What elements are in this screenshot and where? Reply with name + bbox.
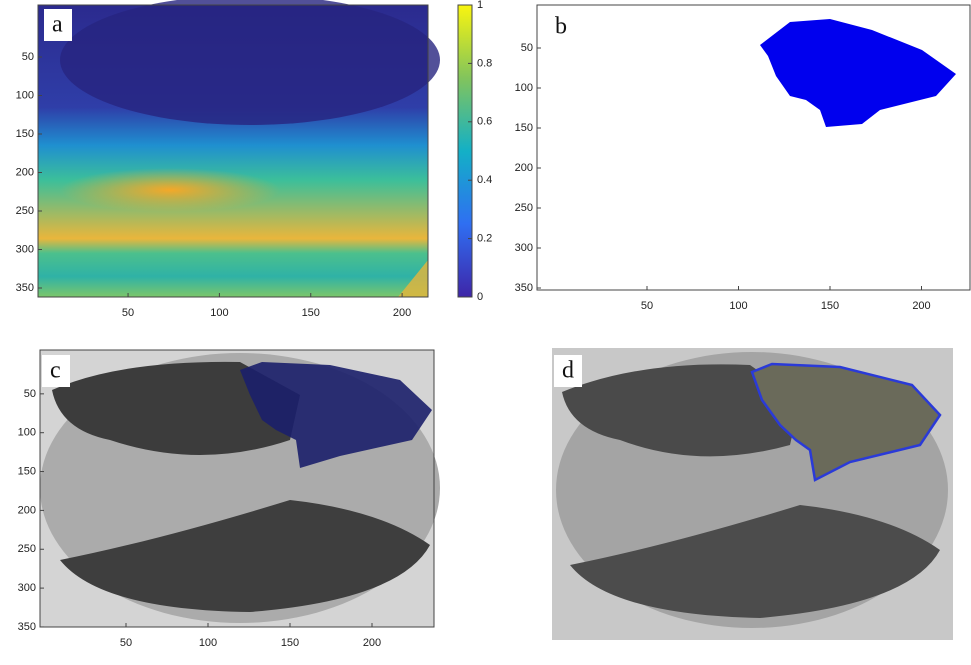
ct-lung bbox=[52, 361, 300, 455]
y-tick-label: 100 bbox=[515, 82, 533, 94]
x-tick-label: 100 bbox=[199, 637, 217, 649]
y-tick-label: 100 bbox=[16, 89, 34, 101]
x-tick-label: 50 bbox=[122, 307, 134, 319]
y-tick-label: 250 bbox=[16, 205, 34, 217]
panel-b bbox=[536, 4, 971, 291]
colorbar bbox=[457, 4, 473, 298]
ct-lung bbox=[570, 505, 940, 618]
y-tick-label: 300 bbox=[515, 242, 533, 254]
x-tick-label: 150 bbox=[302, 307, 320, 319]
y-tick-label: 50 bbox=[22, 51, 34, 63]
y-tick-label: 150 bbox=[16, 128, 34, 140]
y-tick-label: 250 bbox=[18, 543, 36, 555]
panel-d bbox=[552, 348, 953, 640]
y-tick-label: 300 bbox=[16, 243, 34, 255]
y-tick-label: 350 bbox=[18, 621, 36, 633]
colorbar-tick-label: 0 bbox=[477, 291, 483, 303]
panel-label-bg bbox=[44, 9, 72, 41]
axes-frame bbox=[37, 4, 429, 298]
y-tick-label: 150 bbox=[18, 465, 36, 477]
colorbar-tick-label: 0.4 bbox=[477, 174, 492, 186]
panel-a bbox=[37, 0, 473, 298]
colorbar-tick-label: 0.2 bbox=[477, 233, 492, 245]
heatmap-region bbox=[60, 0, 440, 125]
y-tick-label: 200 bbox=[16, 166, 34, 178]
y-tick-label: 50 bbox=[521, 42, 533, 54]
panel-label: c bbox=[50, 358, 61, 384]
axes-frame bbox=[39, 349, 435, 628]
x-tick-label: 200 bbox=[393, 307, 411, 319]
y-tick-label: 100 bbox=[18, 427, 36, 439]
x-tick-label: 100 bbox=[729, 300, 747, 312]
x-tick-label: 150 bbox=[821, 300, 839, 312]
panel-label: b bbox=[555, 14, 567, 40]
x-tick-label: 50 bbox=[120, 637, 132, 649]
y-tick-label: 250 bbox=[515, 202, 533, 214]
y-tick-label: 350 bbox=[515, 282, 533, 294]
y-tick-label: 350 bbox=[16, 282, 34, 294]
x-tick-label: 200 bbox=[912, 300, 930, 312]
overlay-region bbox=[240, 362, 432, 468]
ct-lung bbox=[60, 500, 430, 612]
contour bbox=[750, 362, 942, 482]
panel-label-bg bbox=[554, 355, 582, 387]
x-tick-label: 50 bbox=[641, 300, 653, 312]
panel-c bbox=[39, 349, 440, 628]
panel-label: d bbox=[562, 358, 574, 384]
x-tick-label: 200 bbox=[363, 637, 381, 649]
x-tick-label: 100 bbox=[210, 307, 228, 319]
panel-label: a bbox=[52, 12, 63, 38]
y-tick-label: 150 bbox=[515, 122, 533, 134]
heatmap-region bbox=[398, 260, 428, 297]
colorbar-tick-label: 1 bbox=[477, 0, 483, 11]
colorbar-tick-label: 0.6 bbox=[477, 116, 492, 128]
y-tick-label: 200 bbox=[515, 162, 533, 174]
heatmap-region bbox=[60, 168, 280, 212]
mask-region bbox=[760, 19, 956, 127]
y-tick-label: 200 bbox=[18, 504, 36, 516]
colorbar-tick-label: 0.8 bbox=[477, 57, 492, 69]
y-tick-label: 50 bbox=[24, 388, 36, 400]
ct-lung bbox=[562, 364, 800, 457]
x-tick-label: 150 bbox=[281, 637, 299, 649]
panel-label-bg bbox=[42, 355, 70, 387]
y-tick-label: 300 bbox=[18, 582, 36, 594]
